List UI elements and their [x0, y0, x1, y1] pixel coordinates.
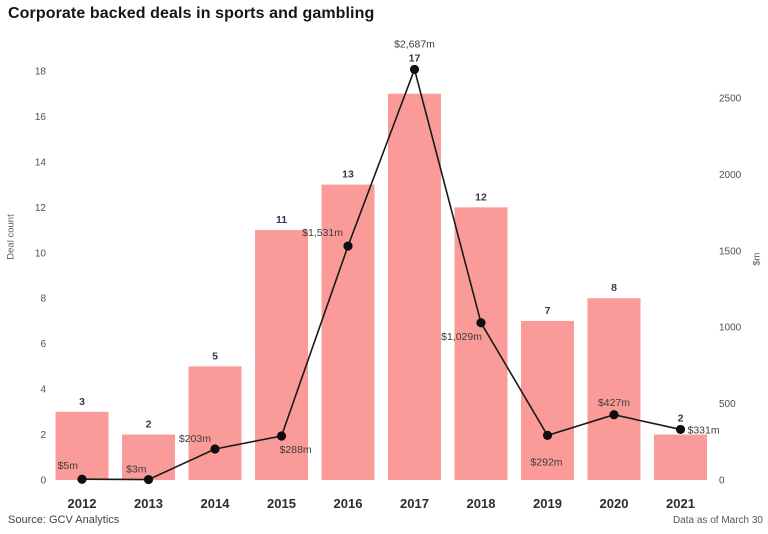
bar-value-label: 11 [276, 214, 287, 226]
data-point-2017 [409, 64, 420, 75]
left-axis-tick: 16 [35, 112, 47, 123]
left-axis-tick: 0 [40, 476, 46, 487]
right-axis-tick: 2500 [719, 94, 742, 105]
x-axis-label: 2012 [68, 496, 97, 511]
data-point-2012 [77, 474, 87, 484]
bar-value-label: 2 [678, 412, 684, 424]
x-axis-label: 2021 [666, 496, 695, 511]
point-value-label: $203m [179, 433, 211, 445]
point-value-label: $2,687m [394, 38, 435, 50]
right-axis-tick: 2000 [719, 170, 742, 181]
x-axis-label: 2013 [134, 496, 163, 511]
asof-note: Data as of March 30 [672, 515, 763, 526]
point-value-label: $427m [598, 397, 630, 409]
x-axis-label: 2016 [334, 496, 363, 511]
left-axis-tick: 18 [35, 67, 47, 78]
left-axis-tick: 6 [40, 339, 46, 350]
data-point-2014 [210, 444, 220, 454]
bar-value-label: 5 [212, 350, 218, 362]
data-point-2018 [476, 318, 486, 328]
bar-value-label: 3 [79, 396, 85, 408]
point-value-label: $3m [126, 464, 147, 476]
line-series [81, 66, 681, 481]
x-axis-label: 2014 [201, 496, 231, 511]
data-point-2016 [343, 241, 353, 251]
point-value-label: $1,531m [302, 227, 343, 239]
data-point-2020 [609, 410, 619, 420]
point-value-label: $5m [58, 460, 79, 472]
bar-value-label: 8 [611, 282, 617, 294]
bar-2012 [55, 411, 109, 480]
bar-value-label: 17 [409, 52, 421, 64]
right-axis-tick: 1000 [719, 323, 742, 334]
chart-title: Corporate backed deals in sports and gam… [8, 5, 375, 22]
bar-value-label: 2 [146, 419, 152, 431]
x-axis-label: 2017 [400, 496, 429, 511]
bar-2019 [521, 320, 574, 480]
bar-2017 [388, 93, 441, 480]
bar-value-label: 12 [475, 191, 487, 203]
left-axis-tick: 2 [40, 430, 46, 441]
point-value-label: $292m [530, 456, 562, 468]
bar-2015 [255, 230, 308, 480]
left-axis-tick: 10 [35, 248, 47, 259]
left-axis-tick: 8 [40, 294, 46, 305]
point-value-label: $1,029m [441, 331, 482, 343]
bar-value-label: 13 [342, 169, 354, 181]
source-note: Source: GCV Analytics [8, 514, 120, 526]
point-value-label: $288m [280, 444, 312, 456]
data-point-2015 [276, 431, 287, 441]
bar-2018 [454, 207, 508, 481]
x-axis-label: 2019 [533, 496, 562, 511]
right-axis-tick: 1500 [719, 246, 742, 257]
bar-2014 [188, 366, 242, 480]
data-point-2013 [143, 474, 154, 485]
right-axis-tick: 0 [719, 476, 725, 487]
data-point-2021 [675, 424, 686, 435]
left-axis-tick: 14 [35, 157, 47, 168]
x-axis-label: 2020 [600, 496, 629, 511]
x-axis-label: 2018 [467, 496, 496, 511]
bar-2016 [321, 184, 375, 480]
bar-2020 [587, 298, 641, 480]
x-axis-label: 2015 [267, 496, 296, 511]
left-axis-tick: 4 [40, 385, 46, 396]
left-axis-tick: 12 [35, 203, 47, 214]
bar-2021 [654, 434, 707, 480]
bar-value-label: 7 [545, 305, 551, 317]
bar-2013 [122, 434, 175, 480]
right-axis-tick: 500 [719, 399, 736, 410]
data-point-2019 [542, 430, 553, 440]
point-value-label: $331m [688, 424, 720, 436]
